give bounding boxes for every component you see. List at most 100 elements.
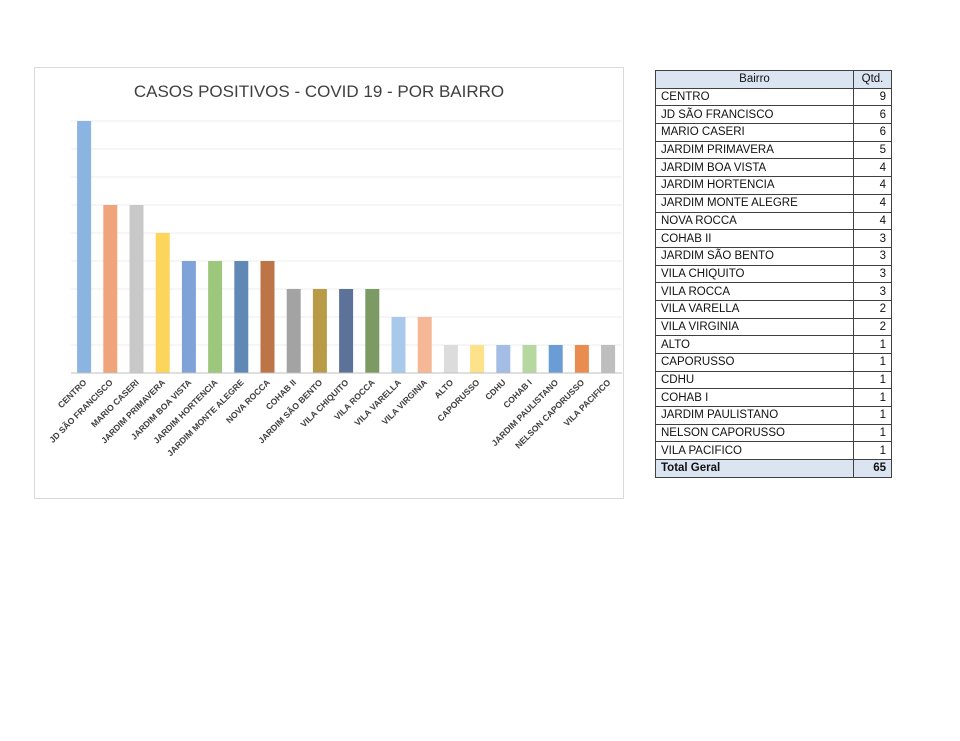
bairro-cell: JD SÃO FRANCISCO: [655, 105, 854, 125]
bar: [574, 345, 589, 373]
table-header-row: Bairro Qtd.: [655, 70, 892, 89]
bar: [77, 121, 92, 373]
table-row: VILA VIRGINIA 2: [655, 317, 892, 337]
qtd-cell: 1: [853, 406, 892, 425]
bairro-cell: COHAB I: [655, 388, 854, 408]
bairro-cell: VILA ROCCA: [655, 282, 854, 301]
qtd-cell: 6: [853, 123, 892, 142]
category-label: ALTO: [432, 377, 455, 400]
qtd-cell: 3: [853, 282, 892, 301]
bar: [391, 317, 406, 373]
table-row: VILA CHIQUITO 3: [655, 264, 892, 284]
table-row: JD SÃO FRANCISCO 6: [655, 105, 892, 125]
category-label: CDHU: [483, 377, 508, 402]
bairro-cell: JARDIM PRIMAVERA: [655, 140, 854, 160]
bar: [443, 345, 458, 373]
bairro-cell: JARDIM HORTENCIA: [655, 176, 854, 195]
total-value: 65: [853, 459, 892, 478]
qtd-cell: 9: [853, 87, 892, 107]
bairro-cell: NOVA ROCCA: [655, 211, 854, 231]
bar: [601, 345, 616, 373]
bairro-cell: ALTO: [655, 335, 854, 354]
table-row: NOVA ROCCA 4: [655, 211, 892, 231]
bar: [312, 289, 327, 373]
bar: [365, 289, 380, 373]
table-row: CENTRO 9: [655, 87, 892, 107]
bar: [234, 261, 249, 373]
table-row: JARDIM PRIMAVERA 5: [655, 140, 892, 160]
summary-table: Bairro Qtd. CENTRO 9 JD SÃO FRANCISCO 6 MARI…: [655, 70, 892, 478]
bar: [103, 205, 118, 373]
total-row: Total Geral 65: [655, 459, 892, 478]
table-row: JARDIM HORTENCIA 4: [655, 176, 892, 195]
table-row: VILA ROCCA 3: [655, 282, 892, 301]
bairro-cell: JARDIM SÃO BENTO: [655, 246, 854, 266]
table-row: CAPORUSSO 1: [655, 353, 892, 372]
chart-title: CASOS POSITIVOS - COVID 19 - POR BAIRRO: [134, 82, 504, 101]
bairro-cell: JARDIM BOA VISTA: [655, 158, 854, 178]
qtd-cell: 3: [853, 246, 892, 266]
table-row: MARIO CASERI 6: [655, 123, 892, 142]
bairro-cell: CDHU: [655, 370, 854, 390]
bairro-cell: MARIO CASERI: [655, 123, 854, 142]
table-row: ALTO 1: [655, 335, 892, 354]
bar-chart: CASOS POSITIVOS - COVID 19 - POR BAIRRO …: [47, 82, 622, 458]
table-row: JARDIM SÃO BENTO 3: [655, 246, 892, 266]
qtd-cell: 4: [853, 211, 892, 231]
table-row: JARDIM MONTE ALEGRE 4: [655, 193, 892, 213]
bar: [548, 345, 563, 373]
category-label: VILA VARELLA: [352, 377, 403, 428]
bar: [155, 233, 170, 373]
bairro-cell: VILA VARELLA: [655, 299, 854, 319]
qtd-cell: 1: [853, 423, 892, 443]
table-row: CDHU 1: [655, 370, 892, 390]
bairro-cell: CAPORUSSO: [655, 353, 854, 372]
bars: [77, 121, 616, 373]
header-qtd: Qtd.: [853, 70, 892, 89]
table-body: CENTRO 9 JD SÃO FRANCISCO 6 MARIO CASERI 6 JAR…: [655, 87, 892, 461]
qtd-cell: 5: [853, 140, 892, 160]
qtd-cell: 1: [853, 388, 892, 408]
bairro-cell: NELSON CAPORUSSO: [655, 423, 854, 443]
table-row: NELSON CAPORUSSO 1: [655, 423, 892, 443]
qtd-cell: 3: [853, 229, 892, 248]
table-row: JARDIM BOA VISTA 4: [655, 158, 892, 178]
table-row: VILA VARELLA 2: [655, 299, 892, 319]
bairro-cell: CENTRO: [655, 87, 854, 107]
qtd-cell: 4: [853, 193, 892, 213]
qtd-cell: 4: [853, 176, 892, 195]
total-label: Total Geral: [655, 459, 854, 478]
bar: [417, 317, 432, 373]
qtd-cell: 1: [853, 441, 892, 461]
qtd-cell: 4: [853, 158, 892, 178]
qtd-cell: 3: [853, 264, 892, 284]
bairro-cell: VILA CHIQUITO: [655, 264, 854, 284]
category-label: VILA PACIFICO: [562, 377, 613, 428]
qtd-cell: 2: [853, 317, 892, 337]
qtd-cell: 1: [853, 353, 892, 372]
chart-frame: CASOS POSITIVOS - COVID 19 - POR BAIRRO …: [34, 67, 624, 499]
bairro-cell: VILA PACIFICO: [655, 441, 854, 461]
bar: [181, 261, 196, 373]
header-bairro: Bairro: [655, 70, 854, 89]
bairro-cell: COHAB II: [655, 229, 854, 248]
bar: [522, 345, 537, 373]
bairro-cell: VILA VIRGINIA: [655, 317, 854, 337]
qtd-cell: 1: [853, 370, 892, 390]
table-row: JARDIM PAULISTANO 1: [655, 406, 892, 425]
qtd-cell: 1: [853, 335, 892, 354]
table-row: VILA PACIFICO 1: [655, 441, 892, 461]
bairro-cell: JARDIM PAULISTANO: [655, 406, 854, 425]
bar: [260, 261, 275, 373]
bar: [496, 345, 511, 373]
qtd-cell: 6: [853, 105, 892, 125]
bar: [470, 345, 485, 373]
table-row: COHAB II 3: [655, 229, 892, 248]
bar: [339, 289, 354, 373]
bar: [208, 261, 223, 373]
bar: [129, 205, 144, 373]
bar: [286, 289, 301, 373]
bairro-cell: JARDIM MONTE ALEGRE: [655, 193, 854, 213]
